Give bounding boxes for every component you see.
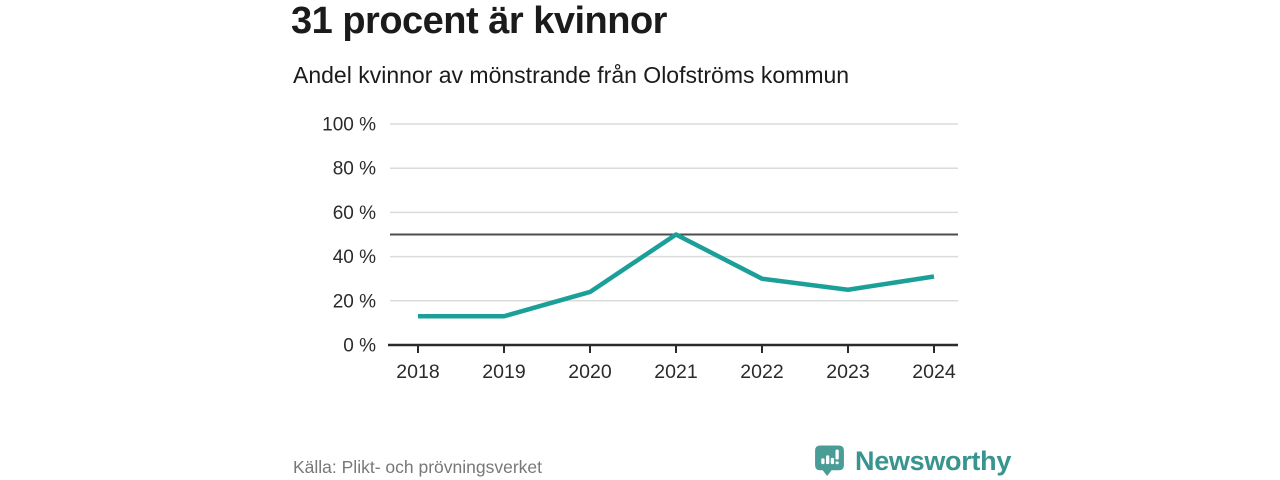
y-axis-tick-label: 80 % (333, 159, 376, 180)
x-axis-tick-label: 2018 (396, 361, 439, 383)
x-axis-tick-label: 2023 (826, 361, 869, 383)
line-chart: 100 % 80 % 60 % 40 % 20 % 0 % 2018 2019 2020 2021… (0, 100, 1000, 390)
data-line (418, 232, 935, 319)
newsworthy-logo-icon (815, 445, 844, 477)
y-axis-tick-label: 100 % (322, 115, 376, 136)
x-axis-tick-label: 2022 (740, 361, 783, 383)
x-axis-tick-label: 2019 (482, 361, 525, 383)
y-axis-tick-label: 40 % (333, 247, 376, 268)
x-axis-tick-label: 2020 (568, 361, 612, 383)
y-axis-tick-label: 0 % (343, 336, 376, 357)
y-axis-tick-label: 20 % (333, 291, 376, 312)
line-chart-canvas: 100 % 80 % 60 % 40 % 20 % 0 % 2018 2019 2020 2021… (322, 115, 958, 383)
y-axis-tick-label: 60 % (333, 203, 376, 224)
newsworthy-logo: Newsworthy (813, 444, 1011, 478)
x-axis-tick-label: 2021 (654, 361, 697, 383)
x-axis-tick-label: 2024 (912, 361, 956, 383)
newsworthy-logo-text: Newsworthy (855, 445, 1012, 476)
page-title: 31 procent är kvinnor (291, 0, 667, 42)
chart-subtitle: Andel kvinnor av mönstrande från Olofstr… (293, 62, 850, 88)
source-note: Källa: Plikt- och prövningsverket (293, 457, 542, 477)
